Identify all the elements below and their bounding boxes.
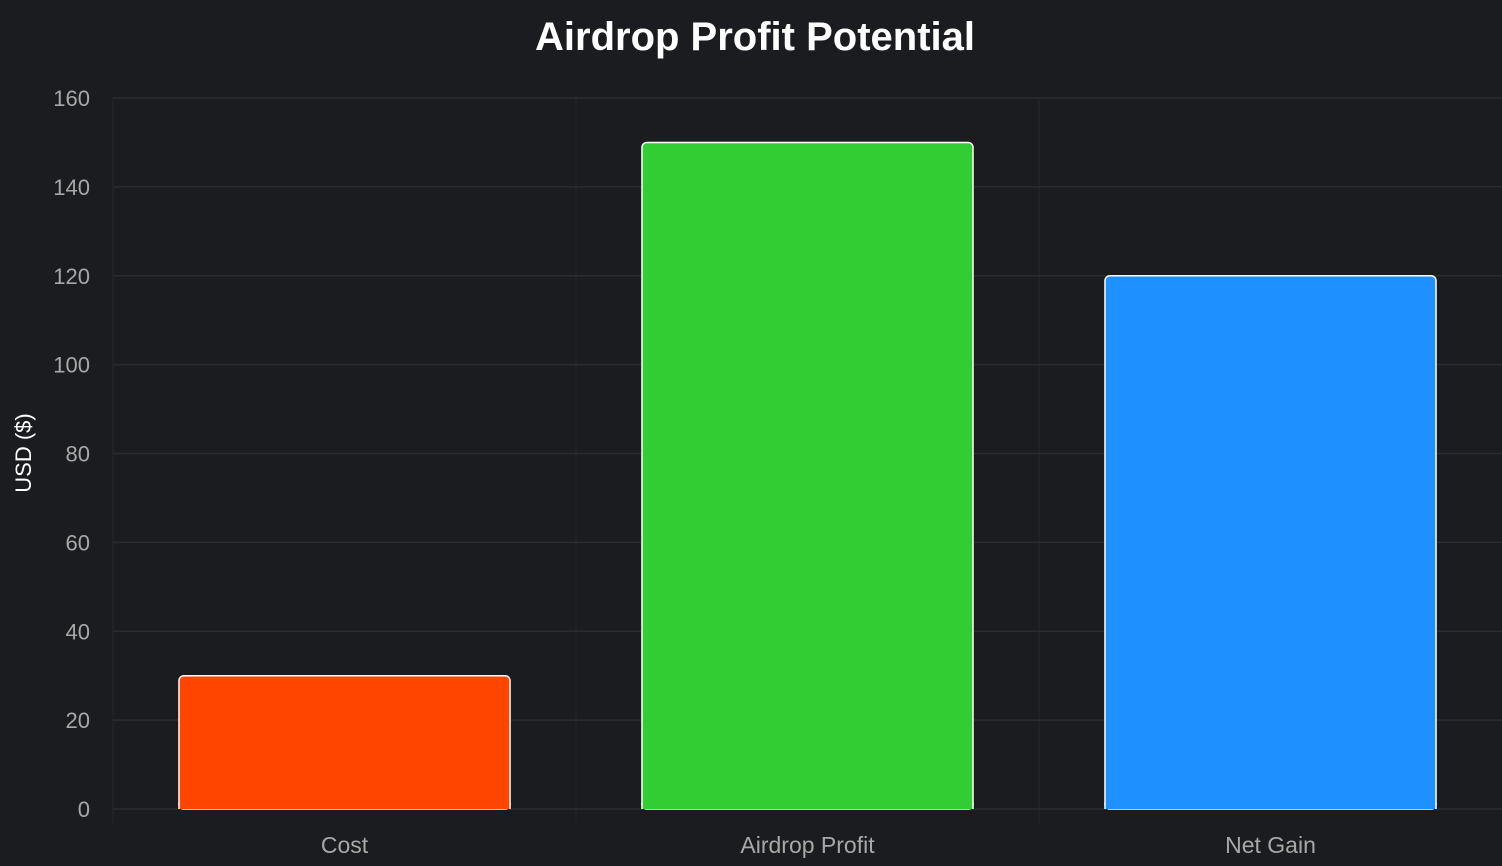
y-tick-label: 160 [53,86,90,111]
x-tick-label: Net Gain [1225,832,1316,858]
x-axis-ticks: Cost Airdrop Profit Net Gain [321,832,1316,858]
bar-net-gain[interactable] [1104,275,1437,810]
y-tick-label: 0 [78,797,90,822]
bar-base [1104,803,1437,809]
y-axis-label: USD ($) [11,413,36,492]
bar-airdrop-profit[interactable] [641,141,974,810]
y-tick-label: 100 [53,353,90,378]
bar-base [641,803,974,809]
y-tick-label: 60 [66,530,90,555]
y-tick-label: 20 [66,708,90,733]
y-tick-label: 80 [66,442,90,467]
bars [178,141,1437,810]
y-tick-label: 120 [53,264,90,289]
bar-base [178,803,511,809]
y-axis-ticks: 0 20 40 60 80 100 120 140 160 [53,86,90,822]
x-tick-label: Cost [321,832,369,858]
y-tick-label: 140 [53,175,90,200]
x-tick-label: Airdrop Profit [740,832,875,858]
chart-title: Airdrop Profit Potential [535,15,975,59]
bar-cost[interactable] [178,674,511,810]
y-tick-label: 40 [66,619,90,644]
